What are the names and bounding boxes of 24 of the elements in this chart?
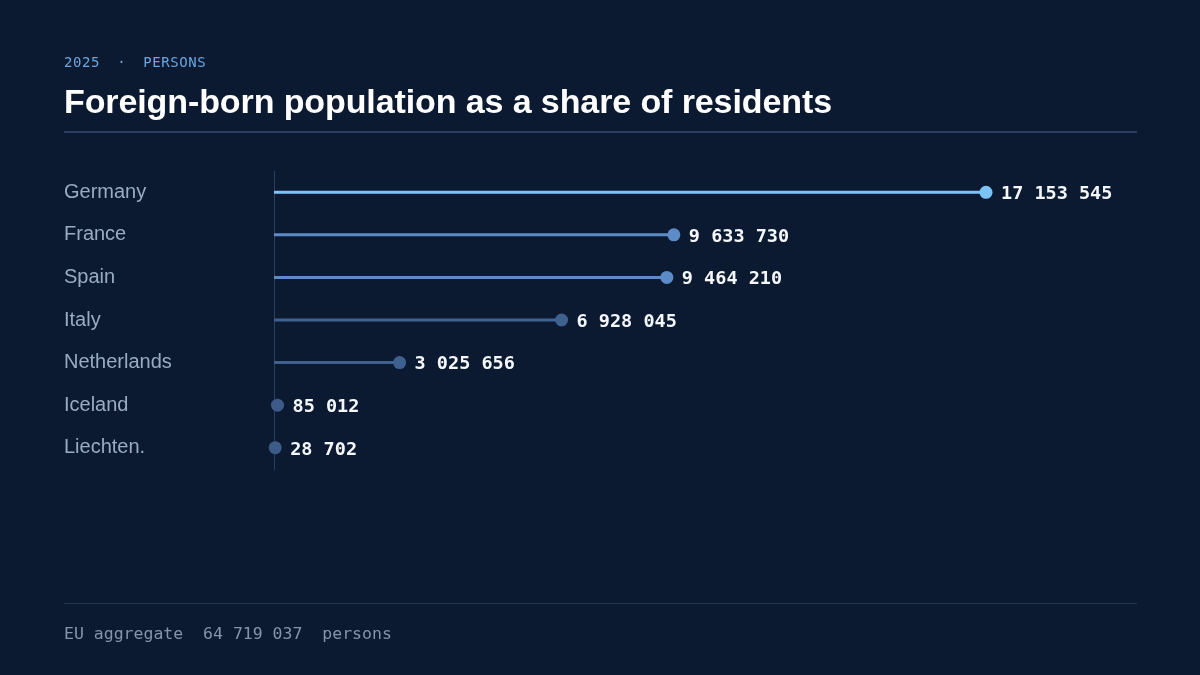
point (555, 313, 569, 327)
data-label: 28 702 (290, 437, 358, 459)
point (268, 441, 282, 455)
y-tick-label: Netherlands (64, 350, 172, 373)
data-label: 3 025 656 (414, 352, 515, 374)
data-label: 17 153 545 (1001, 182, 1113, 204)
y-tick-label: France (64, 222, 127, 245)
data-label: 9 464 210 (681, 267, 783, 289)
point (979, 185, 993, 199)
chart-title: Foreign-born population as a share of residents (64, 81, 832, 121)
point (667, 228, 681, 242)
y-tick-label: Germany (64, 179, 147, 202)
y-tick-label: Liechten. (64, 435, 146, 458)
data-label: 6 928 045 (576, 309, 677, 331)
y-tick-label: Spain (64, 264, 116, 287)
y-tick-label: Italy (64, 307, 101, 330)
point (271, 398, 285, 412)
y-tick-label: Iceland (64, 392, 129, 415)
data-label: 9 633 730 (688, 224, 790, 246)
point (660, 270, 674, 284)
text: EU aggregate 64 719 037 persons (64, 624, 392, 643)
point (393, 356, 407, 370)
data-label: 85 012 (292, 394, 360, 416)
text: 2025 · PERSONS (64, 54, 207, 70)
